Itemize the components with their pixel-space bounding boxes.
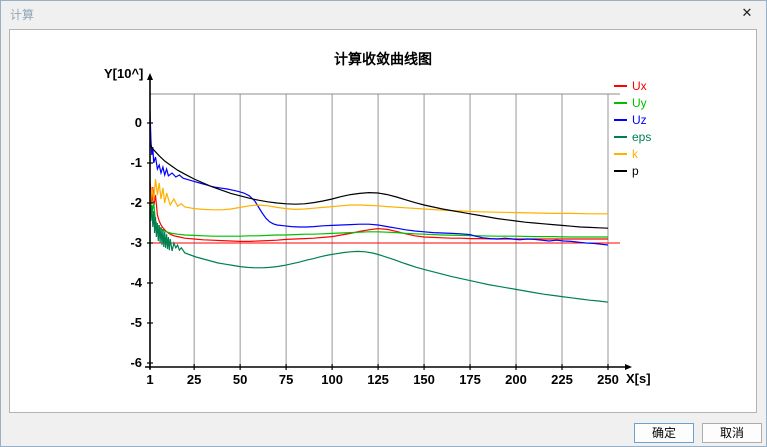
svg-text:-2: -2 [130, 195, 142, 210]
legend-item-Ux: Ux [614, 77, 651, 94]
legend-line-swatch [614, 169, 627, 172]
chart-legend: Ux Uy Uz eps k p [614, 77, 651, 179]
legend-line-swatch [614, 118, 627, 121]
y-axis-label: Y[10^] [104, 66, 144, 81]
legend-label: Uz [632, 112, 647, 127]
close-icon[interactable]: ✕ [732, 3, 762, 23]
legend-label: p [632, 163, 639, 178]
svg-text:25: 25 [187, 372, 201, 387]
svg-text:-1: -1 [130, 155, 142, 170]
legend-label: Uy [632, 95, 647, 110]
chart-panel: 计算收敛曲线图 Y[10^] X[s] 0 -1 -2 -3 -4 -5 -6 1 25 50 75… [9, 29, 757, 413]
convergence-chart: 0-1-2-3-4-5-61 25 50 75 100 125 150 175 200 225 25… [130, 73, 632, 387]
svg-text:0: 0 [135, 115, 142, 130]
svg-text:150: 150 [413, 372, 435, 387]
svg-text:175: 175 [459, 372, 481, 387]
svg-text:-3: -3 [130, 235, 142, 250]
svg-text:100: 100 [321, 372, 343, 387]
svg-text:-5: -5 [130, 315, 142, 330]
chart-title: 计算收敛曲线图 [334, 51, 432, 67]
legend-item-eps: eps [614, 128, 651, 145]
svg-text:1: 1 [146, 372, 153, 387]
svg-text:225: 225 [551, 372, 573, 387]
cancel-button[interactable]: 取消 [702, 423, 762, 443]
svg-text:-4: -4 [130, 275, 142, 290]
window-title: 计算 [10, 8, 35, 22]
legend-item-Uz: Uz [614, 111, 651, 128]
legend-line-swatch [614, 101, 627, 104]
legend-label: k [632, 146, 638, 161]
svg-text:250: 250 [597, 372, 619, 387]
svg-text:75: 75 [279, 372, 293, 387]
svg-text:-6: -6 [130, 355, 142, 370]
svg-text:50: 50 [233, 372, 247, 387]
legend-line-swatch [614, 135, 627, 138]
ok-button[interactable]: 确定 [634, 423, 694, 443]
legend-item-k: k [614, 145, 651, 162]
legend-label: eps [632, 129, 652, 144]
title-bar[interactable]: 计算 ✕ [1, 1, 766, 27]
legend-item-Uy: Uy [614, 94, 651, 111]
legend-label: Ux [632, 78, 647, 93]
legend-line-swatch [614, 152, 627, 155]
x-axis-label: X[s] [626, 371, 651, 386]
svg-text:200: 200 [505, 372, 527, 387]
legend-line-swatch [614, 84, 627, 87]
legend-item-p: p [614, 162, 651, 179]
svg-text:125: 125 [367, 372, 389, 387]
